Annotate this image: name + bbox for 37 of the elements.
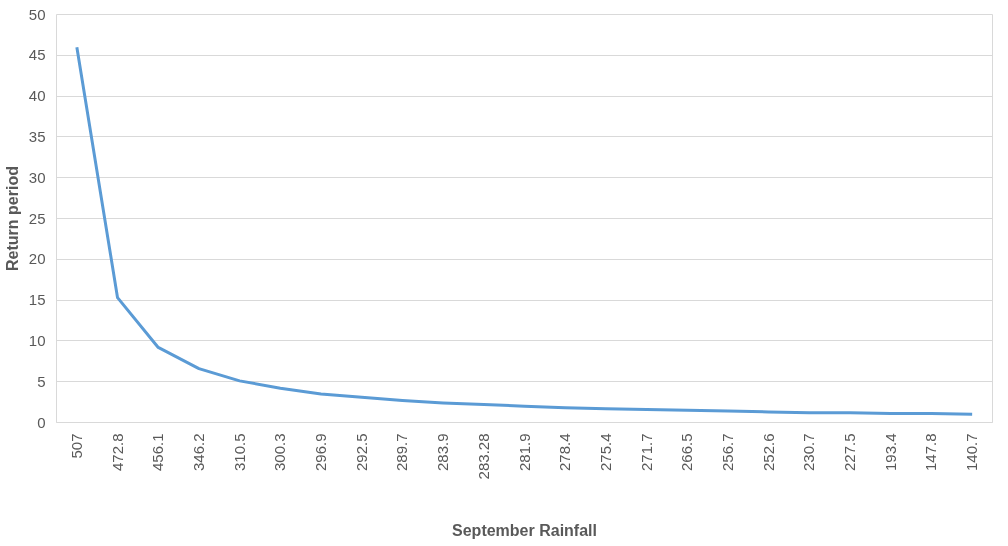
y-tick-label: 35 — [28, 127, 46, 145]
x-tick-label: 281.9 — [515, 433, 533, 472]
x-tick-label: 140.7 — [963, 433, 981, 472]
x-tick-label: 289.7 — [393, 433, 411, 472]
x-tick-label: 275.4 — [596, 433, 614, 472]
x-tick-label: 193.4 — [881, 433, 899, 472]
x-tick-label: 283.9 — [434, 433, 452, 472]
x-tick-label: 147.8 — [922, 433, 940, 472]
x-tick-label: 278.4 — [556, 433, 574, 472]
y-tick-label: 0 — [37, 413, 46, 431]
y-tick-label: 40 — [28, 87, 46, 105]
x-tick-label: 346.2 — [189, 433, 207, 472]
y-tick-label: 10 — [28, 331, 46, 349]
x-tick-label: 296.9 — [312, 433, 330, 472]
y-tick-label: 50 — [28, 5, 46, 23]
x-tick-label: 292.5 — [352, 433, 370, 472]
x-tick-label: 472.8 — [108, 433, 126, 472]
y-tick-label: 15 — [28, 291, 46, 309]
x-tick-label: 283.28 — [474, 433, 492, 480]
y-axis-title: Return period — [3, 166, 21, 271]
x-tick-label: 271.7 — [637, 433, 655, 472]
line-series — [75, 45, 974, 416]
x-tick-label: 227.5 — [841, 433, 859, 472]
x-tick-label: 507 — [67, 433, 85, 459]
y-tick-label: 5 — [37, 372, 46, 390]
x-tick-label: 456.1 — [149, 433, 167, 472]
x-axis-title: September Rainfall — [452, 522, 597, 540]
x-tick-label: 252.6 — [759, 433, 777, 472]
y-tick-label: 45 — [28, 46, 46, 64]
x-tick-label: 300.3 — [271, 433, 289, 472]
y-tick-label: 25 — [28, 209, 46, 227]
x-tick-label: 230.7 — [800, 433, 818, 472]
x-tick-label: 310.5 — [230, 433, 248, 472]
y-tick-label: 30 — [28, 168, 46, 186]
x-tick-label: 266.5 — [678, 433, 696, 472]
x-tick-label: 256.7 — [718, 433, 736, 472]
y-tick-label: 20 — [28, 250, 46, 268]
